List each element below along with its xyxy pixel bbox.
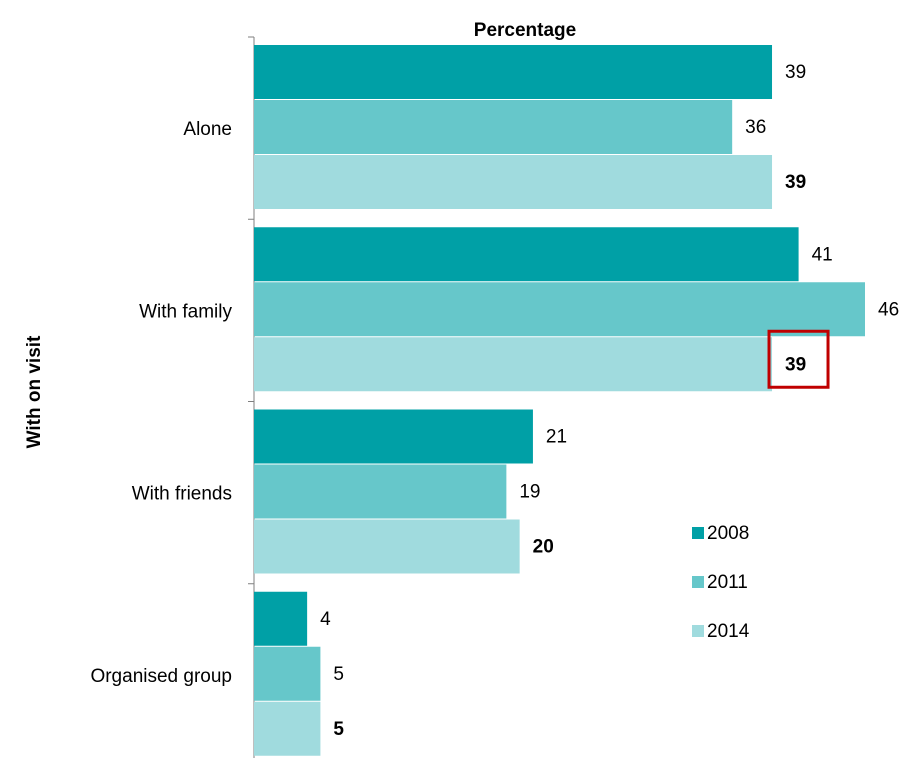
bar-2014 <box>254 519 520 574</box>
bar-2008 <box>254 45 773 99</box>
data-label: 4 <box>320 609 331 630</box>
legend-label: 2011 <box>707 572 748 593</box>
legend-label: 2008 <box>707 523 749 544</box>
data-label: 39 <box>785 354 806 375</box>
bar-2008 <box>254 227 799 282</box>
data-label: 41 <box>812 244 833 265</box>
bar-2008 <box>254 591 308 646</box>
data-label: 5 <box>333 664 344 685</box>
legend-swatch-2008 <box>692 527 704 539</box>
category-label: Alone <box>183 119 232 140</box>
category-label: With friends <box>132 484 232 505</box>
bar-2014 <box>254 155 773 209</box>
y-axis: Alone With family With friends Organised gr… <box>90 36 255 758</box>
data-label: 19 <box>519 482 540 503</box>
chart-title: Percentage <box>474 20 576 41</box>
data-label: 46 <box>878 299 899 320</box>
y-axis-title: With on visit <box>24 335 45 448</box>
legend-label: 2014 <box>707 621 750 642</box>
data-label: 39 <box>785 62 806 83</box>
bar-2014 <box>254 337 773 392</box>
bars: 39 36 39 41 46 39 21 19 20 4 5 5 <box>254 45 899 756</box>
bar-2011 <box>254 464 507 519</box>
category-label: Organised group <box>90 666 232 687</box>
bar-2011 <box>254 100 733 154</box>
legend-swatch-2011 <box>692 576 704 588</box>
highlight-box <box>767 329 830 389</box>
bar-2014 <box>254 701 321 756</box>
data-label: 36 <box>745 117 766 138</box>
legend: 2008 2011 2014 <box>692 523 750 642</box>
data-label: 21 <box>546 427 567 448</box>
data-label: 5 <box>333 719 344 740</box>
bar-2008 <box>254 409 533 464</box>
legend-swatch-2014 <box>692 625 704 637</box>
category-label: With family <box>139 301 232 322</box>
data-label: 39 <box>785 172 806 193</box>
bar-2011 <box>254 646 321 701</box>
data-label: 20 <box>533 537 554 558</box>
bar-2011 <box>254 282 865 337</box>
